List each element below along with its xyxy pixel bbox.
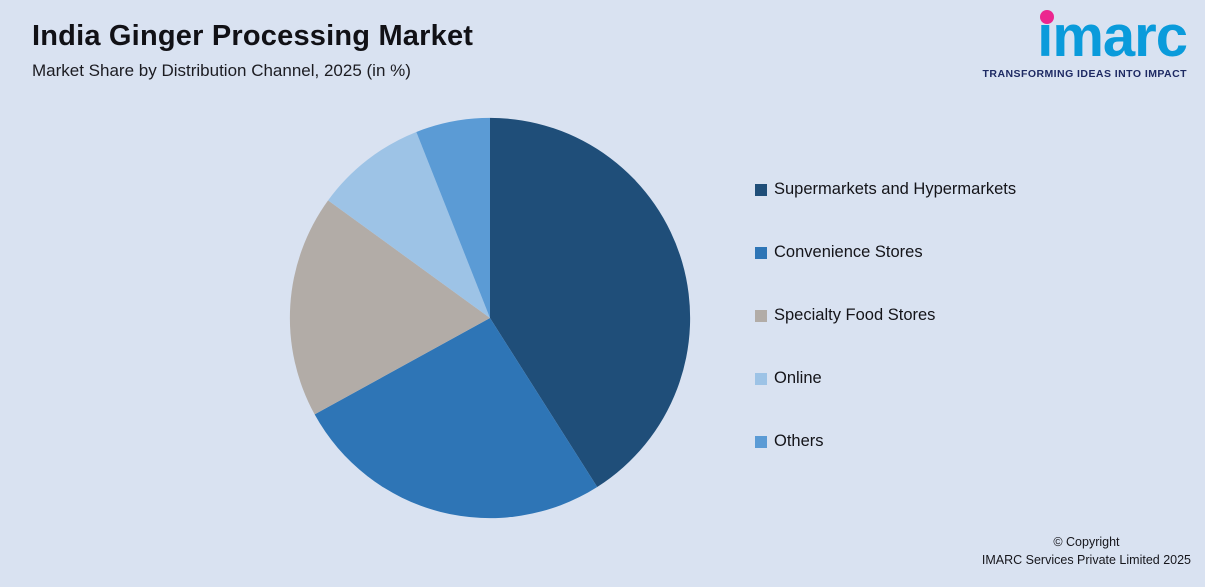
pie-slice-1 — [314, 318, 598, 519]
pie-slice-2 — [289, 200, 490, 415]
copyright-notice: © Copyright IMARC Services Private Limit… — [982, 533, 1191, 569]
legend-item: Convenience Stores — [755, 243, 1016, 262]
imarc-logo: imarc TRANSFORMING IDEAS INTO IMPACT — [982, 8, 1188, 81]
pie-chart — [289, 117, 691, 519]
pie-slice-0 — [490, 117, 691, 487]
legend-label: Supermarkets and Hypermarkets — [774, 180, 1017, 198]
legend-item: Online — [755, 369, 1016, 388]
page-subtitle: Market Share by Distribution Channel, 20… — [32, 61, 411, 80]
legend-label: Others — [774, 432, 824, 450]
legend-swatch-icon — [755, 183, 767, 196]
copyright-line2: IMARC Services Private Limited 2025 — [981, 552, 1191, 567]
legend-swatch-icon — [755, 309, 767, 322]
page-title: India Ginger Processing Market — [32, 20, 474, 52]
legend-item: Supermarkets and Hypermarkets — [755, 180, 1016, 199]
pie-chart-container — [285, 113, 695, 523]
legend-label: Online — [774, 369, 822, 387]
legend-label: Specialty Food Stores — [774, 306, 936, 324]
legend-item: Specialty Food Stores — [755, 306, 1016, 325]
legend: Supermarkets and Hypermarkets Convenience… — [755, 180, 1016, 451]
legend-item: Others — [755, 432, 1016, 451]
legend-swatch-icon — [755, 372, 767, 385]
imarc-wordmark-text: imarc — [1037, 4, 1188, 69]
pie-slice-3 — [328, 131, 490, 318]
legend-swatch-icon — [755, 435, 767, 448]
imarc-tagline: TRANSFORMING IDEAS INTO IMPACT — [982, 68, 1187, 80]
imarc-logo-dot-icon — [1040, 10, 1055, 24]
imarc-wordmark: imarc — [1037, 8, 1188, 66]
legend-label: Convenience Stores — [774, 243, 923, 261]
copyright-line1: © Copyright — [1053, 534, 1120, 549]
legend-swatch-icon — [755, 246, 767, 259]
pie-slice-4 — [416, 117, 490, 318]
